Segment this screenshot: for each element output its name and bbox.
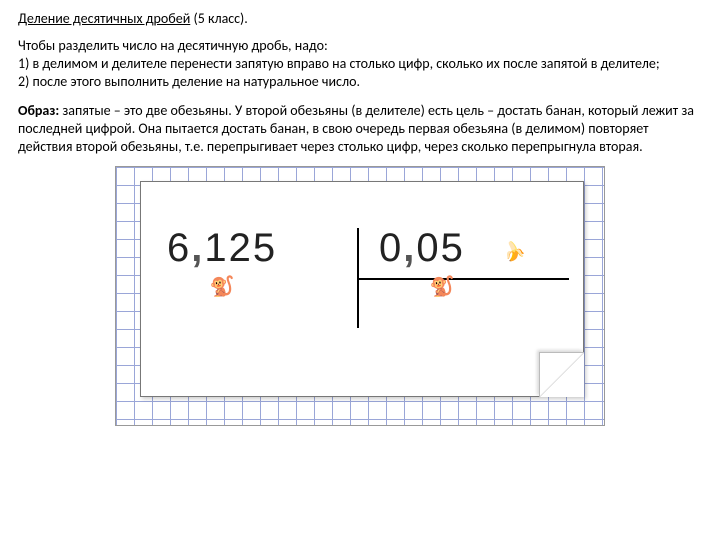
rule-lead: Чтобы разделить число на десятичную дроб…: [18, 37, 702, 55]
dividend-comma: ,: [191, 226, 204, 270]
divisor: 0,05: [379, 226, 465, 271]
rule-block: Чтобы разделить число на десятичную дроб…: [18, 37, 702, 92]
grid-background: 6,125 0,05 🐒 🐒 🍌: [115, 166, 605, 426]
divisor-left: 0: [379, 226, 403, 270]
diagram: 6,125 0,05 🐒 🐒 🍌: [115, 166, 605, 426]
monkey-icon-divisor: 🐒: [429, 274, 455, 300]
dividend-left: 6: [167, 226, 191, 270]
divisor-right: 05: [416, 226, 465, 270]
division-horizontal-line: [357, 278, 569, 280]
title-underlined: Деление десятичных дробей: [18, 10, 190, 27]
rule-step-2: 2) после этого выполнить деление на нату…: [18, 73, 702, 91]
title-suffix: (5 класс).: [190, 10, 248, 27]
dividend: 6,125: [167, 226, 277, 271]
image-lead: Образ:: [18, 102, 59, 119]
banana-icon: 🍌: [501, 238, 528, 265]
dividend-right: 125: [204, 226, 277, 270]
page-title: Деление десятичных дробей (5 класс).: [18, 10, 702, 27]
image-text: запятые – это две обезьяны. У второй обе…: [18, 102, 694, 155]
rule-step-1: 1) в делимом и делителе перенести запяту…: [18, 55, 702, 73]
divisor-comma: ,: [403, 226, 416, 270]
monkey-icon-dividend: 🐒: [209, 274, 235, 300]
page-curl-icon: [539, 352, 584, 397]
image-description: Образ: запятые – это две обезьяны. У вто…: [18, 102, 702, 157]
paper-sheet: 6,125 0,05 🐒 🐒 🍌: [140, 181, 584, 397]
